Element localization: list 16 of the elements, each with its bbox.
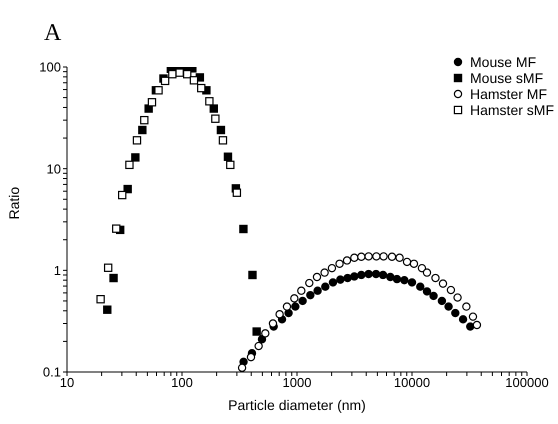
x-tick-label: 100 (171, 375, 193, 390)
y-tick-label: 100 (39, 60, 61, 75)
x-tick-label: 100000 (505, 375, 549, 390)
x-tick-label: 10 (60, 375, 74, 390)
legend-label: Hamster MF (470, 86, 547, 102)
y-axis-title: Ratio (6, 186, 22, 220)
legend-label: Mouse sMF (470, 70, 544, 86)
x-tick-label: 10000 (394, 375, 430, 390)
y-tick-label: 0.1 (42, 364, 61, 380)
legend-label: Mouse MF (470, 54, 536, 70)
y-tick-label: 10 (46, 161, 61, 176)
legend-label: Hamster sMF (470, 102, 554, 118)
x-tick-label: 1000 (282, 375, 312, 390)
y-tick-label: 1 (54, 262, 61, 278)
chart-title: A (44, 20, 62, 47)
x-axis-title: Particle diameter (nm) (228, 397, 366, 413)
